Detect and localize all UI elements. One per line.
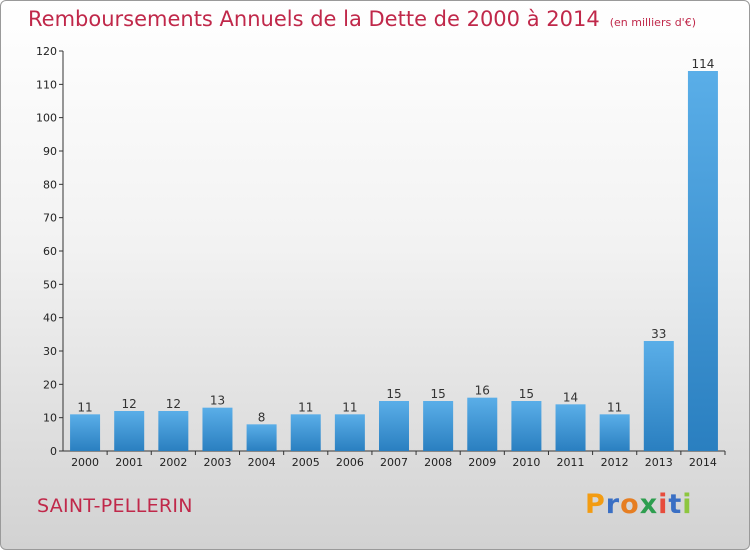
logo-letter: i <box>658 489 669 520</box>
logo-letter: r <box>605 489 621 520</box>
bar <box>70 414 101 451</box>
bar <box>158 411 189 451</box>
x-category-label: 2014 <box>689 456 717 469</box>
city-name: SAINT-PELLERIN <box>37 495 193 517</box>
logo-letter: x <box>639 489 659 520</box>
bar <box>555 404 586 451</box>
bar <box>114 411 145 451</box>
bar <box>423 401 454 451</box>
x-category-label: 2007 <box>380 456 408 469</box>
logo-letter: t <box>668 489 683 520</box>
bar-value-label: 15 <box>519 387 534 401</box>
y-tick-label: 110 <box>36 78 57 91</box>
x-category-label: 2011 <box>557 456 585 469</box>
bar <box>643 341 674 451</box>
bar-value-label: 11 <box>607 400 622 414</box>
bar-value-label: 8 <box>258 410 266 424</box>
y-tick-label: 80 <box>43 178 57 191</box>
bar <box>687 71 718 451</box>
chart-title: Remboursements Annuels de la Dette de 20… <box>28 7 696 31</box>
x-category-label: 2005 <box>292 456 320 469</box>
chart-unit-note: (en milliers d'€) <box>609 16 696 29</box>
y-tick-label: 100 <box>36 112 57 125</box>
y-tick-label: 30 <box>43 345 57 358</box>
x-category-label: 2002 <box>159 456 187 469</box>
bar-value-label: 14 <box>563 390 578 404</box>
bar-value-label: 114 <box>691 57 714 71</box>
bar <box>599 414 630 451</box>
y-tick-label: 0 <box>50 445 57 458</box>
x-category-label: 2000 <box>71 456 99 469</box>
bar-value-label: 33 <box>651 327 666 341</box>
x-category-label: 2012 <box>601 456 629 469</box>
y-tick-label: 40 <box>43 312 57 325</box>
bar <box>379 401 409 451</box>
x-category-label: 2003 <box>203 456 231 469</box>
bar <box>202 407 233 451</box>
chart-title-main: Remboursements Annuels de la Dette de 20… <box>28 7 600 31</box>
y-tick-label: 20 <box>43 378 57 391</box>
logo-letter: o <box>620 489 640 520</box>
bar-value-label: 12 <box>166 397 181 411</box>
bar <box>290 414 321 451</box>
bar-value-label: 15 <box>386 387 401 401</box>
bar-value-label: 12 <box>122 397 137 411</box>
bar-value-label: 13 <box>210 394 225 408</box>
bar-value-label: 15 <box>430 387 445 401</box>
bar <box>246 424 277 451</box>
y-tick-label: 70 <box>43 212 57 225</box>
y-tick-label: 50 <box>43 278 57 291</box>
logo-letter: i <box>682 489 693 520</box>
bar <box>467 397 498 451</box>
proxiti-logo: Proxiti <box>585 489 693 520</box>
bar-value-label: 16 <box>475 384 490 398</box>
bar-value-label: 11 <box>342 400 357 414</box>
bar <box>334 414 365 451</box>
x-category-label: 2010 <box>512 456 540 469</box>
y-tick-label: 120 <box>36 45 57 58</box>
bar-value-label: 11 <box>298 400 313 414</box>
bar-value-label: 11 <box>77 400 92 414</box>
x-category-label: 2006 <box>336 456 364 469</box>
y-tick-label: 90 <box>43 145 57 158</box>
logo-letter: P <box>585 489 606 520</box>
x-category-label: 2013 <box>645 456 673 469</box>
y-tick-label: 60 <box>43 245 57 258</box>
bar <box>511 401 542 451</box>
x-category-label: 2009 <box>468 456 496 469</box>
x-category-label: 2004 <box>248 456 276 469</box>
y-tick-label: 10 <box>43 412 57 425</box>
x-category-label: 2001 <box>115 456 143 469</box>
x-category-label: 2008 <box>424 456 452 469</box>
